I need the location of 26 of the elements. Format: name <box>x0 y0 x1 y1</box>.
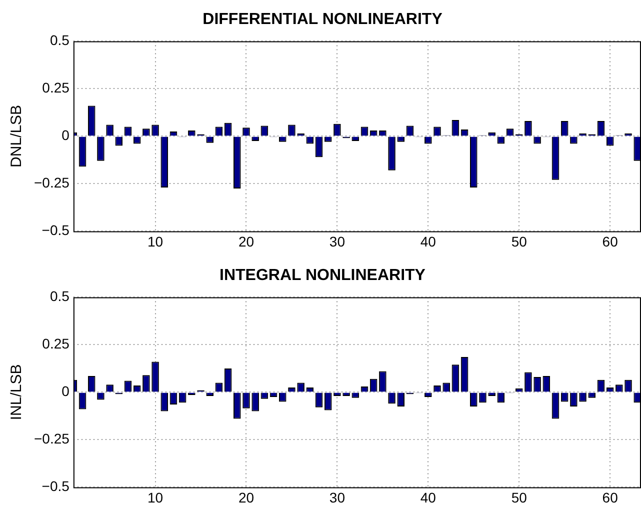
x-tick-label: 50 <box>511 489 528 506</box>
y-tick-label: 0.25 <box>42 336 70 352</box>
y-tick-label: 0 <box>62 383 70 400</box>
x-tick-label: 60 <box>602 233 618 250</box>
y-tick-label: 0.5 <box>50 288 70 304</box>
x-tick-label: 40 <box>420 489 436 506</box>
chart-title: INTEGRAL NONLINEARITY <box>220 267 426 284</box>
y-tick-label: 0.25 <box>42 80 70 96</box>
x-tick-label: 10 <box>147 233 164 250</box>
y-tick-label: 0 <box>62 127 70 144</box>
y-axis-title: INL/LSB <box>8 364 26 420</box>
y-tick-label: −0.5 <box>42 478 70 494</box>
y-axis-title: DNL/LSB <box>8 104 26 168</box>
chart-title: DIFFERENTIAL NONLINEARITY <box>202 11 443 28</box>
y-tick-label: −0.25 <box>34 430 70 447</box>
x-tick-label: 60 <box>602 489 618 506</box>
x-tick-label: 30 <box>329 233 346 250</box>
x-tick-label: 20 <box>238 233 254 250</box>
x-tick-label: 10 <box>147 489 164 506</box>
y-tick-label: −0.5 <box>42 222 70 238</box>
x-tick-label: 30 <box>329 489 346 506</box>
x-tick-label: 50 <box>511 233 528 250</box>
x-tick-label: 40 <box>420 233 436 250</box>
y-tick-label: −0.25 <box>34 174 70 191</box>
y-tick-label: 0.5 <box>50 32 70 48</box>
x-tick-label: 20 <box>238 489 254 506</box>
